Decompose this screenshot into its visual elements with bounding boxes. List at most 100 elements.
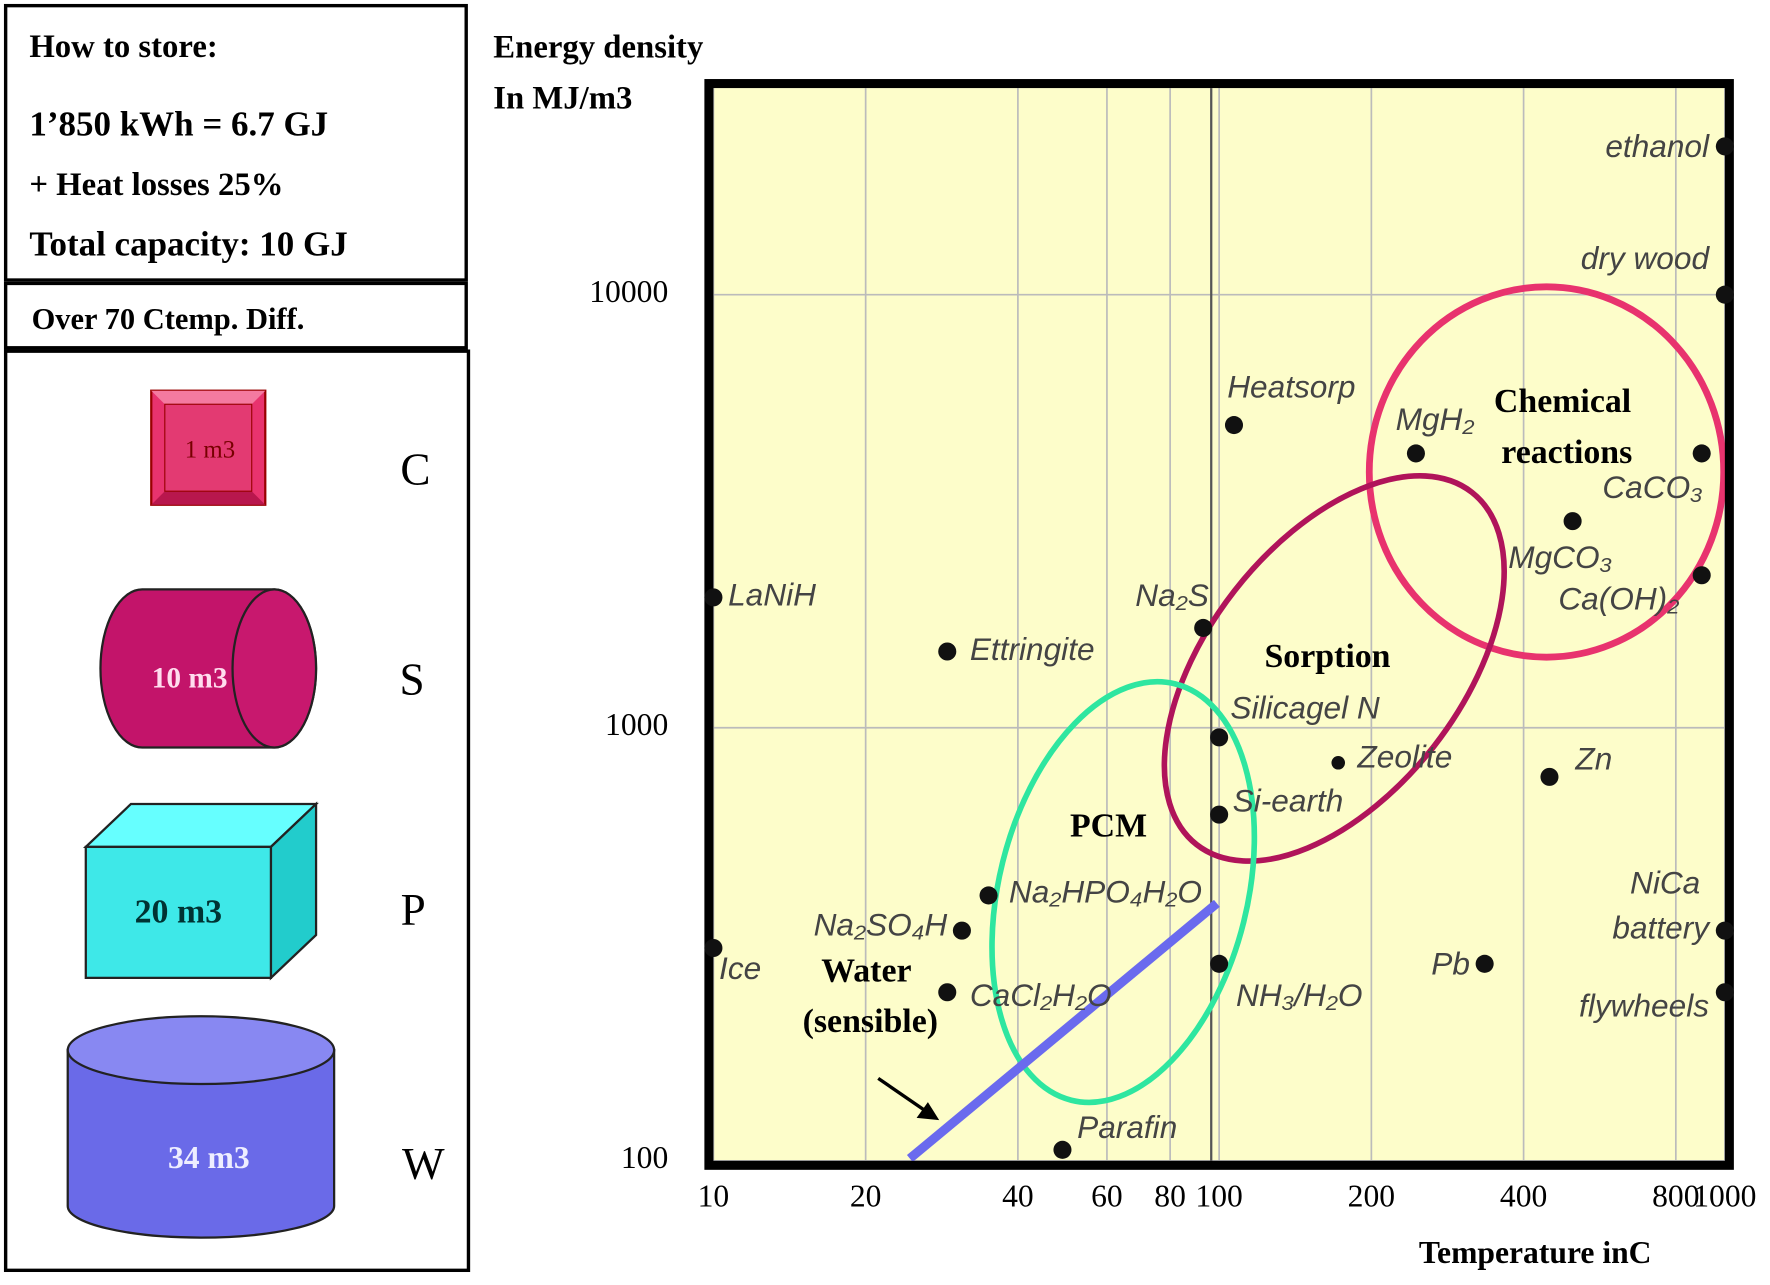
region-label: Water (sensible): [803, 952, 938, 1040]
data-point: [1563, 512, 1582, 531]
points: [704, 137, 1734, 1159]
point-label: Na₂S: [1135, 577, 1209, 613]
x-tick-label: 800: [1652, 1178, 1699, 1213]
point-label: NiCa battery: [1612, 865, 1711, 946]
storage-type: W: [402, 1139, 445, 1189]
data-point: [1406, 444, 1425, 463]
y-tick-label: 100: [621, 1140, 668, 1175]
storage-type: C: [400, 445, 430, 495]
data-point: [1210, 805, 1229, 824]
bevel-face: [164, 403, 253, 492]
region-ellipse: [1365, 283, 1728, 661]
volume: 1 m3: [185, 436, 235, 463]
point-label: Heatsorp: [1227, 368, 1355, 404]
pcm-shape: [84, 845, 273, 979]
data-point: [1331, 756, 1346, 770]
data-point: [1475, 954, 1494, 973]
x-tick-label: 60: [1091, 1178, 1123, 1213]
data-point: [1692, 566, 1711, 585]
data-point: [1224, 416, 1244, 435]
point-label: Si-earth: [1233, 783, 1344, 819]
data-point: [1715, 137, 1734, 156]
volume: 20 m3: [135, 893, 222, 930]
region-ellipse: [1161, 473, 1507, 864]
summary-box: [3, 3, 468, 282]
data-point: [1210, 954, 1229, 973]
summary-line: Total capacity: 10 GJ: [29, 224, 347, 263]
cylinder-end: [231, 588, 318, 749]
point-label: flywheels: [1579, 987, 1709, 1023]
y-tick-label: 10000: [589, 274, 668, 309]
data-point: [952, 921, 971, 940]
condition-box: [3, 281, 468, 350]
volume: 34 m3: [168, 1140, 250, 1175]
x-tick-label: 80: [1154, 1178, 1186, 1213]
arrow-head: [916, 1102, 940, 1121]
regions: [877, 283, 1728, 1163]
x-tick-label: 400: [1500, 1178, 1547, 1213]
point-label: Zeolite: [1356, 739, 1452, 775]
cylinder-top: [66, 1015, 336, 1086]
point-label: Na₂HPO₄H₂O: [1009, 874, 1202, 910]
data-point: [938, 983, 957, 1002]
point-label: MgH₂: [1396, 401, 1475, 437]
water-line: [906, 899, 1220, 1163]
data-point: [979, 886, 998, 905]
point-label: Zn: [1574, 740, 1612, 776]
x-tick-label: 40: [1002, 1178, 1034, 1213]
storage-type: P: [401, 885, 426, 935]
data-point: [704, 588, 723, 607]
heading: How to store:: [29, 29, 217, 65]
point-label: Pb: [1431, 945, 1470, 981]
x-tick-label: 20: [850, 1178, 882, 1213]
storage-type: S: [399, 655, 424, 705]
point-label: Na₂SO₄H: [814, 907, 948, 943]
region-label: PCM: [1070, 808, 1147, 845]
point-label: Parafin: [1077, 1109, 1177, 1145]
data-point: [1692, 444, 1711, 463]
data-point: [1715, 921, 1734, 940]
point-label: NH₃/H₂O: [1236, 977, 1362, 1013]
region-label: Sorption: [1264, 638, 1390, 675]
bevel: [151, 491, 266, 505]
point-label: Ca(OH)₂: [1558, 581, 1679, 617]
point-label: Silicagel N: [1230, 690, 1379, 726]
storage-labels: 1 m3 C 10 m3 S 20 m3 P 34 m3 W: [135, 436, 445, 1189]
point-label: CaCO₃: [1602, 469, 1702, 505]
condition: Over 70 Ctemp. Diff.: [32, 302, 305, 336]
x-axis-label: Temperature inC: [1419, 1235, 1652, 1270]
data-point: [1210, 728, 1229, 747]
x-tick-label: 100: [1195, 1178, 1242, 1213]
data-point: [1540, 767, 1559, 786]
y-tick-label: 1000: [605, 707, 668, 742]
storage-shapes: [66, 389, 336, 1239]
x-tick-label: 10: [698, 1178, 730, 1213]
volume: 10 m3: [152, 663, 228, 695]
point-label: MgCO₃: [1508, 539, 1612, 575]
point-label: ethanol: [1605, 128, 1710, 164]
summary-line: 1’850 kWh = 6.7 GJ: [29, 105, 328, 144]
data-point: [1715, 983, 1734, 1002]
x-tick-label: 200: [1348, 1178, 1395, 1213]
point-label: CaCl₂H₂O: [970, 977, 1112, 1013]
region-label: Chemical reactions: [1494, 383, 1640, 471]
point-label: Ettringite: [970, 631, 1095, 667]
region-labels: Chemical reactions Sorption PCM Water (s…: [803, 383, 1640, 1040]
data-point: [1194, 618, 1213, 637]
y-axis-label: Energy density In MJ/m3: [493, 29, 711, 116]
summary-line: + Heat losses 25%: [29, 167, 283, 203]
data-point: [938, 642, 957, 661]
point-label: dry wood: [1581, 240, 1711, 276]
region-ellipse: [989, 678, 1258, 1106]
x-tick-label: 1000: [1693, 1178, 1756, 1213]
water-shape: [66, 1049, 336, 1239]
data-point: [1053, 1140, 1072, 1159]
point-label: Ice: [719, 950, 761, 986]
data-point: [704, 938, 723, 958]
data-point: [1715, 285, 1734, 304]
plot-frame: [704, 79, 1734, 1170]
bevel: [151, 390, 266, 405]
point-label: LaNiH: [728, 577, 816, 613]
